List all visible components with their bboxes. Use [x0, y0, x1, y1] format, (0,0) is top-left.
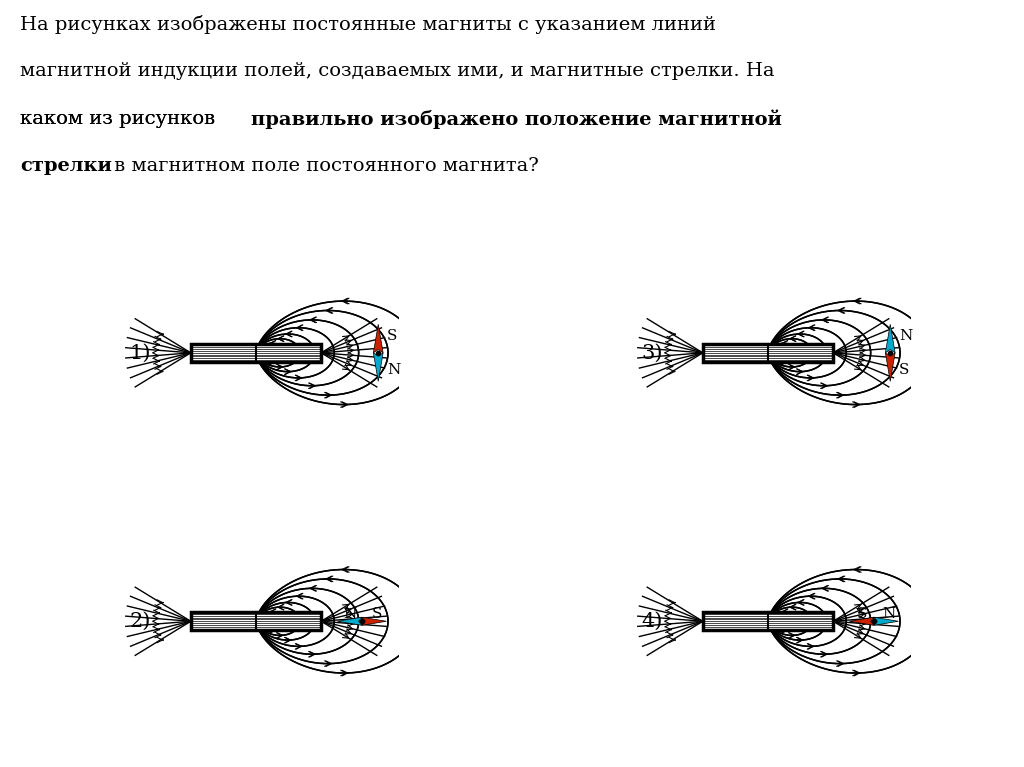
Text: S: S	[856, 607, 867, 621]
Text: 2): 2)	[130, 612, 152, 630]
Polygon shape	[850, 617, 873, 625]
Bar	[702, 344, 834, 362]
Polygon shape	[886, 324, 895, 353]
Bar	[190, 344, 322, 362]
Text: N: N	[899, 329, 912, 343]
Bar	[190, 612, 322, 630]
Polygon shape	[873, 617, 898, 625]
Polygon shape	[338, 617, 361, 625]
Text: N: N	[387, 363, 400, 377]
Polygon shape	[374, 353, 383, 381]
Text: 4): 4)	[642, 612, 664, 630]
Text: в магнитном поле постоянного магнита?: в магнитном поле постоянного магнита?	[108, 156, 539, 175]
Text: 1): 1)	[130, 344, 152, 362]
Text: стрелки: стрелки	[20, 156, 113, 175]
Polygon shape	[886, 353, 895, 381]
Text: S: S	[372, 607, 382, 621]
Text: магнитной индукции полей, создаваемых ими, и магнитные стрелки. На: магнитной индукции полей, создаваемых им…	[20, 62, 775, 81]
Text: каком из рисунков: каком из рисунков	[20, 110, 222, 127]
Text: каком из рисунков: каком из рисунков	[20, 110, 222, 127]
Text: S: S	[899, 363, 909, 377]
Bar	[702, 612, 834, 630]
Text: правильно изображено положение магнитной: правильно изображено положение магнитной	[251, 110, 781, 129]
Text: На рисунках изображены постоянные магниты с указанием линий: На рисунках изображены постоянные магнит…	[20, 15, 717, 34]
Text: N: N	[882, 607, 895, 621]
Text: S: S	[387, 329, 397, 343]
Text: N: N	[343, 607, 356, 621]
Polygon shape	[374, 324, 383, 353]
Polygon shape	[361, 617, 386, 625]
Text: 3): 3)	[642, 344, 664, 362]
